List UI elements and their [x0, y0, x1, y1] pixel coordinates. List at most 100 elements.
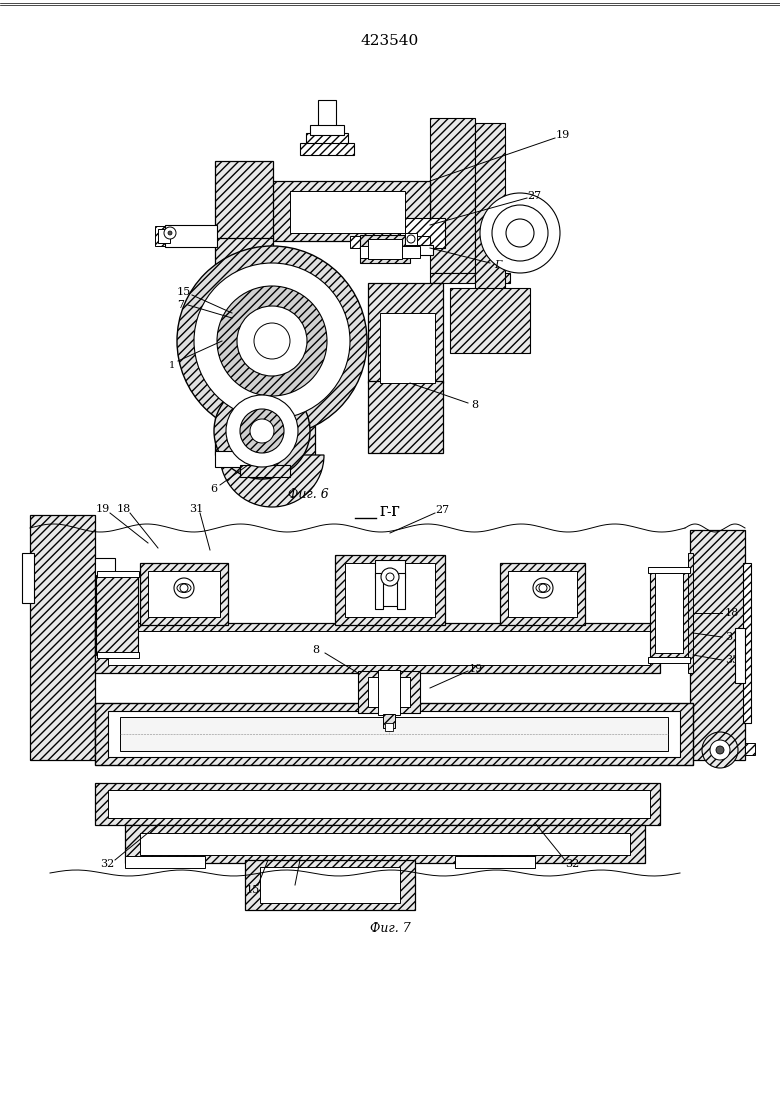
- Circle shape: [226, 395, 298, 467]
- Bar: [358, 671, 420, 713]
- Bar: [475, 124, 505, 293]
- Text: 27: 27: [435, 505, 449, 515]
- Text: 33: 33: [725, 655, 739, 665]
- Bar: [360, 246, 420, 258]
- Bar: [690, 531, 745, 760]
- Bar: [165, 225, 217, 247]
- Bar: [648, 657, 690, 663]
- Bar: [368, 239, 402, 259]
- Text: 19: 19: [556, 130, 570, 140]
- Bar: [120, 717, 668, 751]
- Circle shape: [407, 235, 415, 243]
- Bar: [368, 283, 443, 383]
- Circle shape: [716, 746, 724, 754]
- Bar: [95, 783, 660, 825]
- Text: 19: 19: [96, 504, 110, 514]
- Text: 8: 8: [313, 645, 320, 655]
- Bar: [375, 560, 405, 578]
- Text: 19: 19: [469, 664, 483, 674]
- Bar: [97, 571, 139, 577]
- Circle shape: [539, 583, 547, 592]
- Text: 6: 6: [211, 484, 218, 494]
- Wedge shape: [220, 456, 324, 507]
- Bar: [345, 563, 435, 617]
- Circle shape: [194, 263, 350, 419]
- Bar: [383, 714, 395, 728]
- Circle shape: [480, 193, 560, 274]
- Bar: [158, 229, 170, 243]
- Bar: [500, 563, 585, 625]
- Bar: [350, 236, 430, 248]
- Text: 27: 27: [527, 191, 541, 201]
- Bar: [735, 628, 745, 683]
- Text: 15: 15: [177, 287, 191, 297]
- Bar: [745, 743, 755, 754]
- Circle shape: [180, 583, 188, 592]
- Text: Фиг. 7: Фиг. 7: [370, 921, 410, 934]
- Bar: [430, 118, 475, 274]
- Circle shape: [381, 568, 399, 586]
- Bar: [360, 235, 410, 263]
- Bar: [306, 133, 348, 144]
- Text: Г-Г: Г-Г: [380, 506, 400, 520]
- Bar: [155, 226, 167, 246]
- Text: 31: 31: [725, 632, 739, 642]
- Bar: [30, 515, 95, 760]
- Bar: [450, 288, 530, 353]
- Bar: [415, 245, 433, 255]
- Text: 7: 7: [178, 300, 185, 310]
- Circle shape: [254, 323, 290, 358]
- Circle shape: [386, 572, 394, 581]
- Bar: [508, 571, 577, 617]
- Bar: [215, 417, 315, 456]
- Bar: [215, 238, 273, 274]
- Bar: [270, 181, 430, 240]
- Bar: [95, 703, 693, 765]
- Bar: [368, 677, 410, 707]
- Circle shape: [506, 219, 534, 247]
- Bar: [290, 191, 405, 233]
- Bar: [368, 381, 443, 453]
- Text: Г: Г: [495, 260, 502, 270]
- Bar: [650, 570, 692, 658]
- Bar: [95, 633, 115, 653]
- Bar: [455, 856, 535, 868]
- Text: 31: 31: [189, 504, 203, 514]
- Bar: [688, 553, 693, 673]
- Bar: [382, 576, 398, 606]
- Bar: [148, 571, 220, 617]
- Bar: [380, 313, 435, 383]
- Bar: [108, 631, 650, 665]
- Bar: [97, 652, 139, 658]
- Text: Фиг. 6: Фиг. 6: [288, 489, 328, 502]
- Bar: [240, 465, 290, 476]
- Bar: [215, 293, 273, 383]
- Bar: [260, 867, 400, 903]
- Bar: [335, 555, 445, 625]
- Text: Г-Г: Г-Г: [380, 506, 400, 520]
- Circle shape: [214, 383, 310, 479]
- Bar: [655, 572, 683, 653]
- Text: 15: 15: [246, 885, 260, 895]
- Text: 7: 7: [288, 885, 295, 895]
- Bar: [96, 575, 138, 655]
- Bar: [318, 100, 336, 128]
- Bar: [400, 218, 445, 248]
- Bar: [385, 722, 393, 731]
- Bar: [397, 572, 405, 609]
- Bar: [245, 860, 415, 910]
- Bar: [430, 274, 510, 283]
- Bar: [140, 563, 228, 625]
- Circle shape: [250, 419, 274, 443]
- Bar: [378, 670, 400, 715]
- Circle shape: [533, 578, 553, 598]
- Bar: [108, 711, 680, 757]
- Bar: [95, 623, 660, 673]
- Bar: [22, 553, 34, 603]
- Ellipse shape: [536, 583, 550, 592]
- Bar: [375, 572, 383, 609]
- Circle shape: [702, 732, 738, 768]
- Text: 18: 18: [725, 608, 739, 618]
- Text: 8: 8: [471, 400, 479, 410]
- Text: 32: 32: [100, 859, 114, 869]
